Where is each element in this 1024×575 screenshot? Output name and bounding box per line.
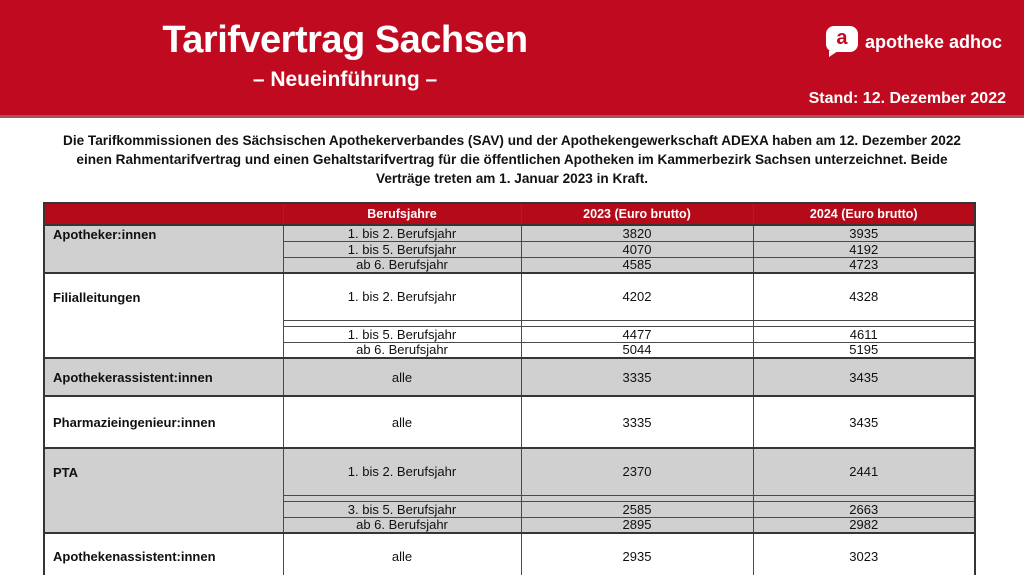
value-2024-cell: 3935: [752, 224, 976, 242]
berufsjahre-cell: alle: [282, 532, 522, 575]
intro-line-2: einen Rahmentarifvertrag und einen Gehal…: [76, 152, 948, 167]
berufsjahre-cell: 1. bis 5. Berufsjahr: [282, 325, 522, 343]
group-label: Apotheker:innen: [53, 226, 157, 242]
brand-logo: a apotheke adhoc: [825, 26, 1002, 57]
value-2024-cell: 3435: [752, 357, 976, 397]
berufsjahre-cell: ab 6. Berufsjahr: [282, 516, 522, 534]
salary-table-body: Apotheker:innen 1. bis 2. Berufsjahr 3820 3…: [43, 224, 976, 575]
group-label: Pharmazieingenieur:innen: [53, 414, 216, 430]
group-label: Filialleitungen: [53, 290, 141, 305]
page-subtitle: – Neueinführung –: [252, 68, 438, 91]
value-2024-cell: 2441: [752, 447, 976, 496]
value-2023-cell: 2895: [520, 516, 754, 534]
speech-bubble-tail: [828, 51, 838, 57]
speech-bubble-a-icon: a: [825, 26, 858, 57]
intro-text: Die Tarifkommissionen des Sächsischen Ap…: [20, 131, 1004, 188]
value-2023-cell: 4070: [520, 240, 754, 258]
value-2023-cell: 5044: [520, 341, 754, 359]
table-row: PTA 1. bis 2. Berufsjahr 2370 2441: [43, 447, 976, 534]
value-2024-cell: 5195: [752, 341, 976, 359]
brand-letter: a: [836, 27, 848, 49]
value-2023-cell: 2935: [520, 532, 754, 575]
group-label: PTA: [53, 465, 79, 480]
table-row: ab 6. Berufsjahr 2895 2982: [44, 516, 976, 534]
value-2024-cell: 3435: [752, 395, 976, 449]
berufsjahre-cell: ab 6. Berufsjahr: [282, 256, 522, 274]
berufsjahre-cell: 1. bis 2. Berufsjahr: [282, 272, 522, 321]
group-label-cell: Pharmazieingenieur:innen: [43, 395, 284, 449]
value-2023-cell: 2585: [520, 500, 754, 518]
group-label-cell: Apothekerassistent:innen: [43, 357, 284, 397]
value-2023-cell: 4585: [520, 256, 754, 274]
value-2024-cell: 3023: [752, 532, 976, 575]
table-row: Filialleitungen 1. bis 2. Berufsjahr 4202 4…: [43, 272, 976, 359]
berufsjahre-cell: alle: [282, 395, 522, 449]
value-2023-cell: 4202: [520, 272, 754, 321]
berufsjahre-cell: 1. bis 2. Berufsjahr: [282, 447, 522, 496]
value-2023-cell: 2370: [520, 447, 754, 496]
table-row: Apothekenassistent:innen alle 2935 3023: [43, 532, 976, 575]
berufsjahre-cell: ab 6. Berufsjahr: [282, 341, 522, 359]
banner-titles: Tarifvertrag Sachsen – Neueinführung –: [0, 0, 690, 92]
table-row: Apotheker:innen 1. bis 2. Berufsjahr 3820 3…: [43, 224, 976, 274]
value-2023-cell: 4477: [520, 325, 754, 343]
value-2024-cell: 2982: [752, 516, 976, 534]
berufsjahre-cell: 1. bis 5. Berufsjahr: [282, 240, 522, 258]
value-2024-cell: 4611: [752, 325, 976, 343]
value-2024-cell: 2663: [752, 500, 976, 518]
berufsjahre-cell: 3. bis 5. Berufsjahr: [282, 500, 522, 518]
group-label: Apothekenassistent:innen: [53, 548, 216, 564]
column-header-berufsjahre: Berufsjahre: [282, 202, 522, 226]
brand-name: apotheke adhoc: [864, 32, 1002, 52]
berufsjahre-cell: alle: [282, 357, 522, 397]
column-header-2023: 2023 (Euro brutto): [520, 202, 754, 226]
table-header-row: Berufsjahre 2023 (Euro brutto) 2024 (Eur…: [43, 202, 976, 226]
value-2024-cell: 4328: [752, 272, 976, 321]
group-label-cell: Filialleitungen: [43, 272, 284, 359]
berufsjahre-cell: 1. bis 2. Berufsjahr: [282, 224, 522, 242]
banner: Tarifvertrag Sachsen – Neueinführung – a…: [0, 0, 1024, 118]
group-label-cell: Apothekenassistent:innen: [43, 532, 284, 575]
value-2023-cell: 3820: [520, 224, 754, 242]
group-label: Apothekerassistent:innen: [53, 369, 213, 385]
intro-line-3: Verträge treten am 1. Januar 2023 in Kra…: [376, 171, 648, 186]
group-label-cell: Apotheker:innen: [43, 224, 284, 274]
value-2023-cell: 3335: [520, 395, 754, 449]
stand-date: Stand: 12. Dezember 2022: [808, 90, 1006, 107]
value-2024-cell: 4723: [752, 256, 976, 274]
value-2024-cell: 4192: [752, 240, 976, 258]
table-row: Pharmazieingenieur:innen alle 3335 3435: [43, 395, 976, 449]
group-label-cell: PTA: [43, 447, 284, 534]
salary-table: Berufsjahre 2023 (Euro brutto) 2024 (Eur…: [43, 202, 976, 575]
page-title: Tarifvertrag Sachsen: [162, 19, 528, 61]
table-row: Apothekerassistent:innen alle 3335 3435: [43, 357, 976, 397]
column-header-empty: [43, 202, 284, 226]
column-header-2024: 2024 (Euro brutto): [752, 202, 976, 226]
value-2023-cell: 3335: [520, 357, 754, 397]
intro-line-1: Die Tarifkommissionen des Sächsischen Ap…: [63, 133, 961, 148]
